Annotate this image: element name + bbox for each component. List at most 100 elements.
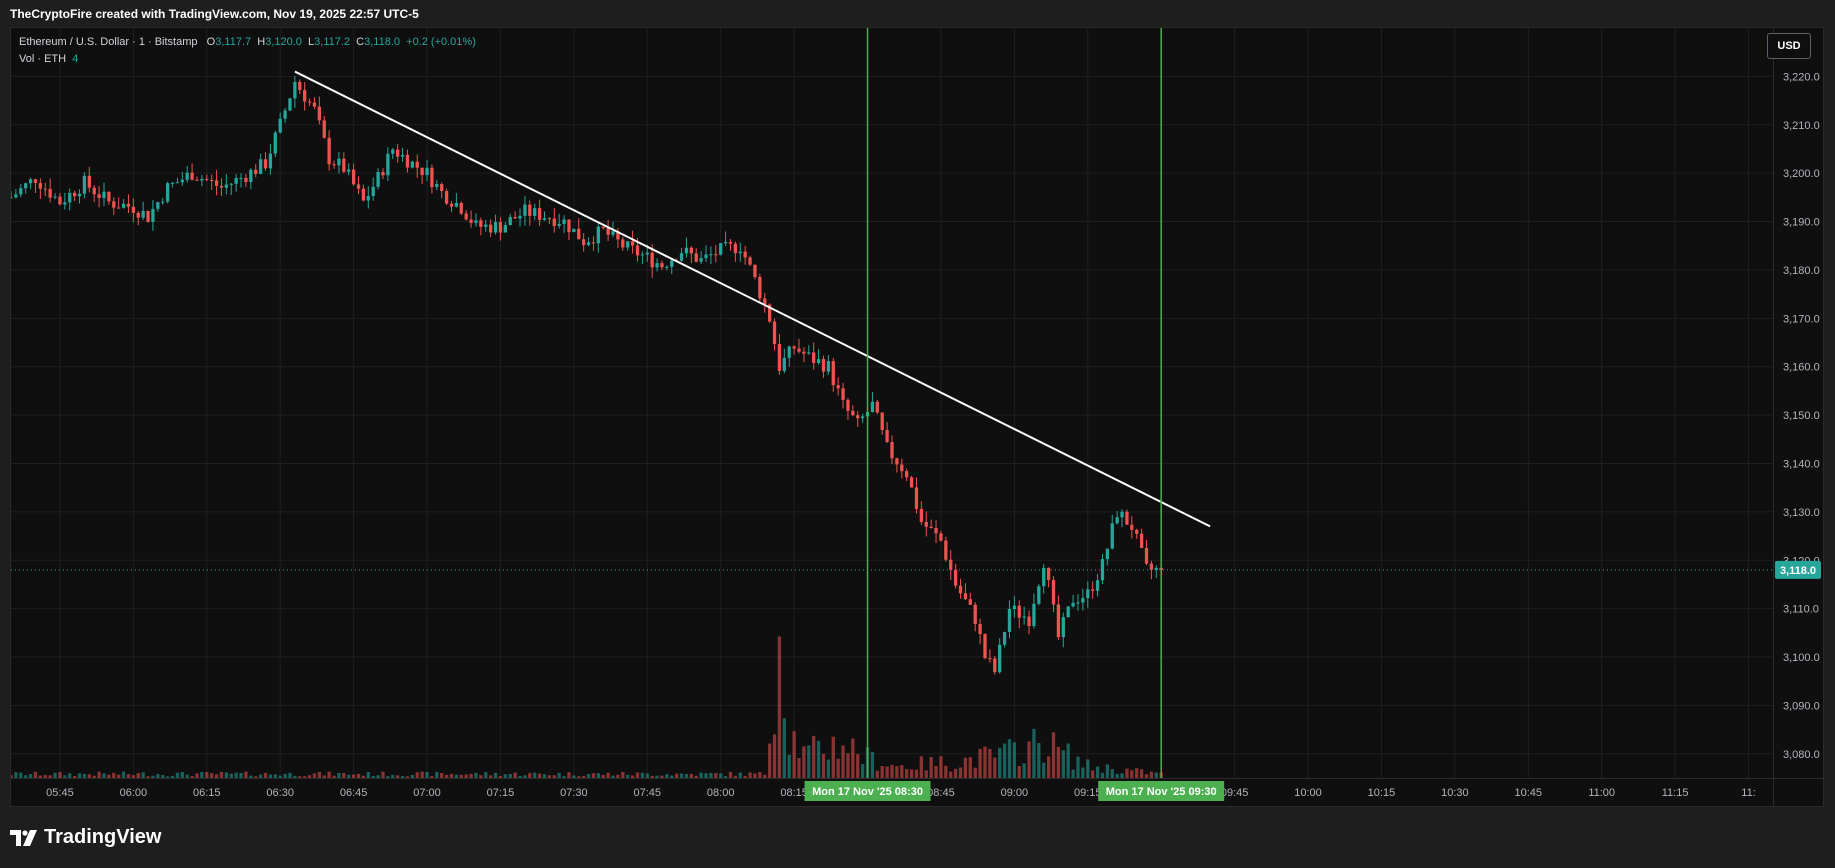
candle-body xyxy=(1149,563,1154,570)
x-tick-label: 10:15 xyxy=(1368,787,1396,799)
volume-bar xyxy=(28,774,33,778)
candle-body xyxy=(679,253,684,261)
volume-bar xyxy=(812,735,816,778)
volume-bar xyxy=(493,772,498,778)
candle-body xyxy=(117,207,121,209)
high-label: H xyxy=(257,36,266,48)
candle-body xyxy=(836,385,840,389)
volume-bar xyxy=(469,773,473,778)
chart-panel[interactable]: 3,080.0 3,090.0 3,100.0 3,110.0 3,120.0 3,130… xyxy=(10,27,1824,807)
candle-body xyxy=(684,247,689,254)
volume-bar xyxy=(611,775,615,778)
candle-body xyxy=(156,202,160,209)
volume-label[interactable]: Vol · ETH xyxy=(19,53,67,65)
volume-bar xyxy=(900,765,904,778)
volume-bar xyxy=(165,776,170,778)
low-label: L xyxy=(308,36,315,48)
candle-body xyxy=(469,219,473,223)
volume-bar xyxy=(978,748,982,778)
candle-body xyxy=(97,194,101,199)
chart-attribution: TheCryptoFire created with TradingView.c… xyxy=(10,7,419,21)
candle-body xyxy=(356,184,361,189)
candle-body xyxy=(11,197,13,199)
volume-bar xyxy=(909,769,914,778)
candle-body xyxy=(635,245,640,256)
candle-body xyxy=(58,196,62,205)
volume-bar xyxy=(351,774,356,778)
candle-body xyxy=(327,137,331,165)
volume-bar xyxy=(24,775,28,778)
vertical-marker-badge xyxy=(1098,781,1225,801)
candle-body xyxy=(391,149,395,154)
candle-body xyxy=(361,188,366,201)
candle-body xyxy=(728,241,733,244)
x-tick-label: 06:30 xyxy=(266,787,294,799)
volume-bar xyxy=(1110,769,1114,778)
candle-body xyxy=(831,361,835,386)
candle-body xyxy=(738,251,742,254)
volume-bar xyxy=(953,768,958,778)
volume-bar xyxy=(283,773,287,778)
candle-body xyxy=(1037,586,1041,604)
x-tick-label: 08:15 xyxy=(780,787,808,799)
candle-body xyxy=(1002,631,1007,645)
volume-value: 4 xyxy=(72,53,79,65)
candle-body xyxy=(19,188,23,195)
candle-body xyxy=(1100,559,1105,581)
volume-bar xyxy=(11,775,13,778)
volume-bar xyxy=(386,776,390,778)
x-tick-label: 07:00 xyxy=(413,787,441,799)
volume-bar xyxy=(371,775,375,778)
currency-button[interactable]: USD xyxy=(1767,33,1811,59)
ohlc-row: Ethereum / U.S. Dollar · 1 · Bitstamp O3… xyxy=(19,34,476,51)
volume-bar xyxy=(988,748,992,778)
volume-bar xyxy=(254,776,258,778)
volume-bar xyxy=(528,773,532,778)
volume-bar xyxy=(489,775,493,778)
candle-body xyxy=(885,429,889,442)
candle-body xyxy=(63,202,67,205)
volume-bar xyxy=(601,774,605,778)
last-price-label: 3,118.0 xyxy=(1780,565,1816,577)
volume-bar xyxy=(993,757,997,778)
volume-bar xyxy=(234,772,238,778)
tradingview-brand: TradingView xyxy=(44,826,162,848)
volume-bar xyxy=(190,776,194,778)
volume-bar xyxy=(728,771,733,778)
candle-body xyxy=(249,169,253,183)
candle-body xyxy=(934,527,938,534)
candle-body xyxy=(1046,567,1051,581)
tradingview-logo[interactable]: TradingView xyxy=(10,826,161,849)
candle-body xyxy=(48,188,52,198)
candle-body xyxy=(973,604,977,624)
volume-bar xyxy=(895,766,899,778)
candle-body xyxy=(630,241,635,246)
volume-bar xyxy=(317,771,321,778)
candlestick-chart[interactable]: 3,080.0 3,090.0 3,100.0 3,110.0 3,120.0 3,130… xyxy=(11,28,1823,806)
candle-body xyxy=(244,177,248,183)
candle-body xyxy=(503,225,507,233)
candle-body xyxy=(699,258,703,262)
volume-bar xyxy=(312,773,317,778)
candle-body xyxy=(489,224,493,233)
volume-bar xyxy=(875,770,879,778)
candle-body xyxy=(792,346,796,349)
candle-body xyxy=(268,153,273,169)
candle-body xyxy=(1066,606,1070,618)
candle-body xyxy=(1144,547,1149,564)
volume-bar xyxy=(1130,770,1134,778)
volume-bar xyxy=(307,775,312,778)
volume-bar xyxy=(621,771,625,778)
candle-body xyxy=(562,219,566,224)
symbol-label[interactable]: Ethereum / U.S. Dollar · 1 · Bitstamp xyxy=(19,36,198,48)
volume-bar xyxy=(763,774,767,778)
change-value: +0.2 (+0.01%) xyxy=(406,36,476,48)
volume-bar xyxy=(1022,763,1026,778)
volume-bar xyxy=(58,771,62,778)
candle-body xyxy=(224,184,229,188)
candle-body xyxy=(420,167,424,176)
candle-body xyxy=(993,658,997,673)
volume-bar xyxy=(567,772,571,778)
volume-bar xyxy=(831,736,835,778)
candle-body xyxy=(709,254,713,256)
